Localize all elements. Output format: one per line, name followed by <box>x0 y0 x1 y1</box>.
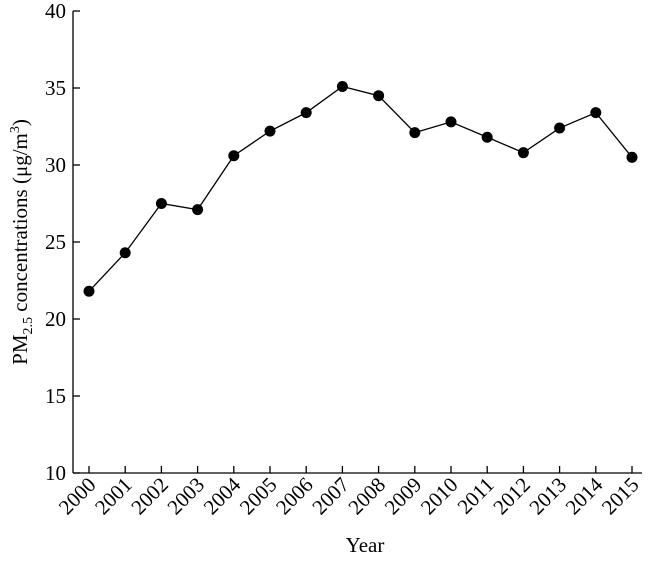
x-tick-label: 2014 <box>561 472 608 519</box>
x-tick-label: 2006 <box>271 473 318 520</box>
y-label-sub: 2.5 <box>21 317 36 335</box>
y-tick-label: 40 <box>45 0 66 23</box>
y-tick-label: 35 <box>45 76 66 100</box>
x-tick-label: 2012 <box>488 473 535 520</box>
point <box>264 125 276 137</box>
x-tick-label: 2010 <box>416 473 463 520</box>
x-tick-label: 2005 <box>235 473 282 520</box>
y-tick-label: 25 <box>45 230 66 254</box>
point <box>445 116 457 128</box>
x-tick-label: 2001 <box>90 473 137 520</box>
y-tick-label: 15 <box>45 384 66 408</box>
y-tick-label: 20 <box>45 307 66 331</box>
point <box>590 107 602 119</box>
point <box>626 151 638 163</box>
y-tick-label: 10 <box>45 461 66 485</box>
point <box>409 127 421 139</box>
point <box>373 90 385 102</box>
x-tick-label: 2004 <box>199 472 246 519</box>
x-tick-label: 2008 <box>343 473 390 520</box>
y-label-part: ) <box>8 119 32 126</box>
line <box>88 85 633 292</box>
x-tick-label: 2015 <box>597 473 644 520</box>
x-axis-label: Year <box>346 533 385 557</box>
x-tick-label: 2003 <box>162 473 209 520</box>
x-tick-label: 2009 <box>380 473 427 520</box>
x-tick-label: 2002 <box>126 473 173 520</box>
y-label-part: PM <box>8 334 32 365</box>
point <box>83 285 95 297</box>
y-axis-label: PM2.5 concentrations (μg/m3) <box>8 119 36 365</box>
point <box>336 80 348 92</box>
point <box>192 204 204 216</box>
y-tick-label: 30 <box>45 153 66 177</box>
point <box>155 198 167 209</box>
point <box>481 131 493 143</box>
point <box>517 147 529 159</box>
point <box>300 107 312 119</box>
x-tick-label: 2007 <box>307 473 354 520</box>
point <box>554 122 566 134</box>
y-label-part: concentrations (μg/m <box>8 133 32 317</box>
x-tick-label: 2011 <box>453 473 499 519</box>
x-tick-label: 2013 <box>524 473 571 520</box>
y-label-sup: 3 <box>8 126 23 133</box>
point <box>228 150 240 162</box>
point <box>119 247 131 259</box>
